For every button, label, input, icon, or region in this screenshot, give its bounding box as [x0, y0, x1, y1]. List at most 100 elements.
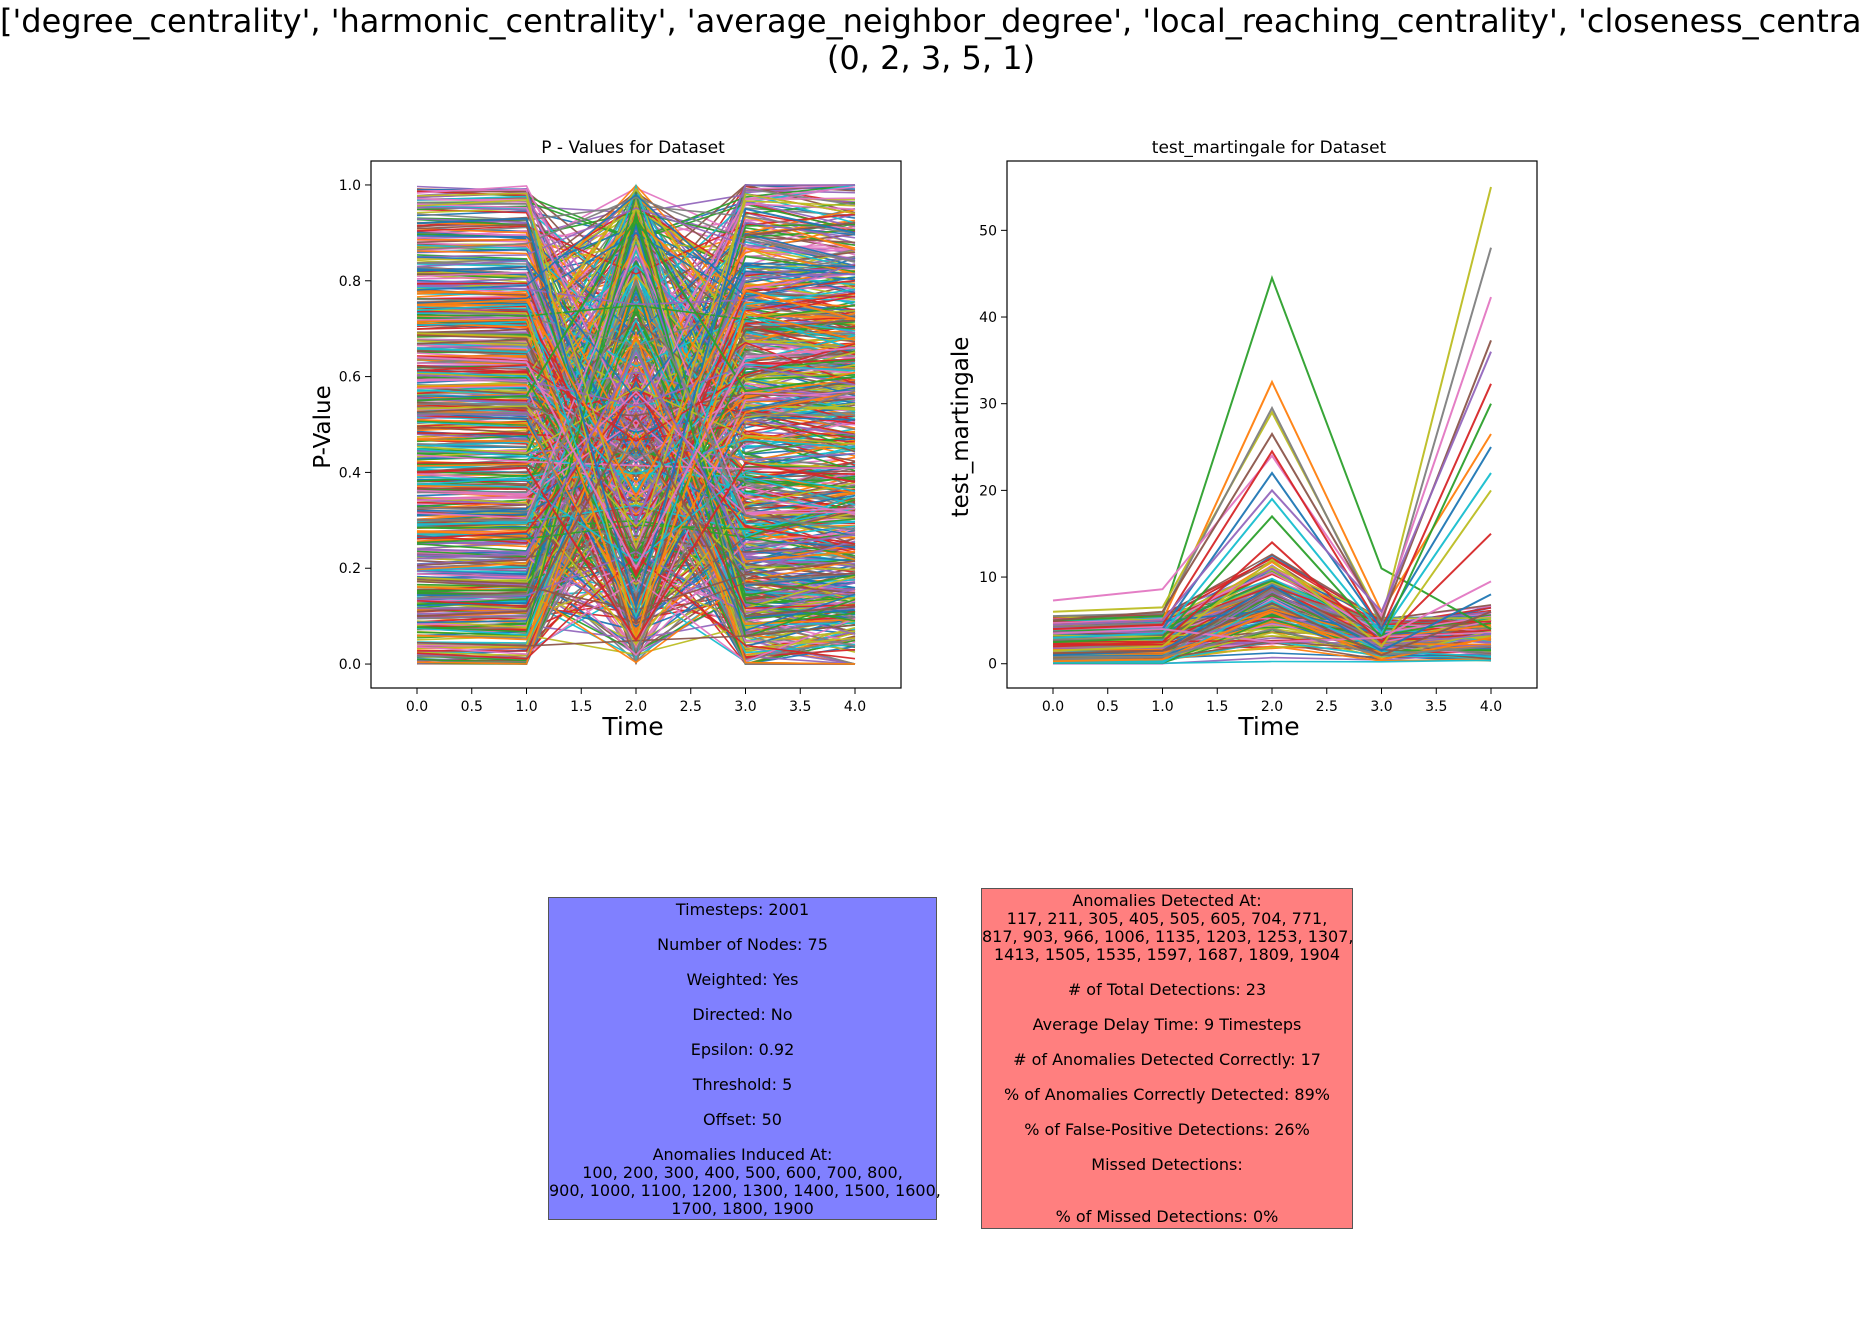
series-line — [416, 244, 856, 519]
x-tick-label: 0.5 — [461, 699, 483, 715]
series-line — [416, 207, 856, 261]
series-line — [416, 255, 856, 478]
x-tick-label: 0.0 — [1042, 699, 1064, 715]
y-tick-label: 0 — [988, 657, 997, 673]
series-line — [416, 259, 856, 525]
x-tick-label: 1.0 — [515, 699, 537, 715]
x-tick-label: 0.0 — [406, 699, 428, 715]
series-line — [416, 412, 856, 618]
y-tick-label: 0.0 — [339, 657, 361, 673]
series-line — [416, 371, 856, 484]
plots-canvas: 0.0 0.5 1.0 1.5 2.0 2.5 3.0 3.5 4.0 0.0 0.2 0.4 0.6 0… — [310, 138, 1538, 741]
x-tick-label: 2.5 — [1316, 699, 1338, 715]
series-line — [416, 560, 856, 664]
series-line — [416, 264, 856, 464]
timesteps-text: Timesteps: 2001 — [675, 900, 810, 919]
detected-values-1: 117, 211, 305, 405, 505, 605, 704, 771, — [1006, 909, 1328, 928]
total-detections-text: # of Total Detections: 23 — [1067, 980, 1267, 999]
series-line — [1052, 580, 1492, 644]
figure-title: ['degree_centrality', 'harmonic_centrali… — [0, 2, 1862, 40]
y-tick-label: 0.6 — [339, 370, 361, 386]
detected-label: Anomalies Detected At: — [1072, 891, 1262, 910]
martingale-axes: 0.0 0.5 1.0 1.5 2.0 2.5 3.0 3.5 4.0 0 10 20 30 40 50 — [979, 160, 1538, 715]
y-tick-label: 50 — [979, 223, 997, 239]
p-values-plot: 0.0 0.5 1.0 1.5 2.0 2.5 3.0 3.5 4.0 0.0 0.2 0.4 0.6 0… — [310, 138, 902, 741]
series-line — [416, 256, 856, 402]
series-line — [416, 409, 856, 555]
series-line — [416, 254, 856, 565]
series-line — [416, 208, 856, 382]
series-line — [416, 193, 856, 298]
x-tick-label: 3.0 — [1370, 699, 1392, 715]
series-line — [416, 578, 856, 624]
missed-pct-text: % of Missed Detections: 0% — [1055, 1207, 1279, 1226]
series-line — [417, 278, 856, 531]
series-line — [1052, 274, 1492, 630]
series-line — [416, 535, 856, 559]
correct-pct-text: % of Anomalies Correctly Detected: 89% — [1003, 1085, 1330, 1104]
series-line — [416, 255, 856, 405]
series-line — [416, 303, 856, 636]
x-tick-label: 3.5 — [789, 699, 811, 715]
series-line — [1052, 567, 1492, 644]
series-line — [1052, 472, 1492, 639]
series-line — [416, 390, 856, 514]
series-line — [416, 197, 856, 400]
y-tick-label: 10 — [979, 570, 997, 586]
induced-label: Anomalies Induced At: — [652, 1145, 833, 1164]
dataset-info-box: Timesteps: 2001 Number of Nodes: 75 Weig… — [548, 897, 941, 1220]
series-line — [1052, 403, 1492, 644]
series-line — [416, 438, 856, 475]
series-line — [416, 358, 856, 530]
p-values-series-group — [416, 183, 856, 666]
series-line — [416, 445, 856, 580]
induced-values-1: 100, 200, 300, 400, 500, 600, 700, 800, — [582, 1163, 903, 1182]
series-line — [1052, 296, 1492, 619]
series-line — [416, 555, 856, 660]
series-line — [416, 377, 856, 610]
series-line — [416, 481, 856, 646]
p-values-axes: 0.0 0.5 1.0 1.5 2.0 2.5 3.0 3.5 4.0 0.0 0.2 0.4 0.6 0… — [339, 160, 902, 715]
series-line — [416, 363, 856, 493]
series-line — [1052, 602, 1492, 657]
threshold-text: Threshold: 5 — [692, 1075, 793, 1094]
series-line — [416, 364, 856, 407]
series-line — [416, 187, 856, 350]
x-tick-label: 2.0 — [625, 699, 647, 715]
series-line — [416, 198, 856, 550]
series-line — [416, 437, 856, 647]
y-tick-label: 0.2 — [339, 561, 361, 577]
delay-text: Average Delay Time: 9 Timesteps — [1032, 1015, 1302, 1034]
series-line — [416, 409, 856, 577]
series-line — [416, 187, 856, 664]
detected-values-2: 817, 903, 966, 1006, 1135, 1203, 1253, 1… — [982, 927, 1354, 946]
x-tick-label: 1.0 — [1151, 699, 1173, 715]
y-tick-label: 40 — [979, 310, 997, 326]
detected-values-3: 1413, 1505, 1535, 1597, 1687, 1809, 1904 — [993, 945, 1341, 964]
series-line — [1052, 628, 1492, 661]
offset-text: Offset: 50 — [703, 1110, 782, 1129]
series-line — [1052, 383, 1492, 632]
series-line — [416, 222, 856, 657]
p-values-title: P - Values for Dataset — [541, 138, 725, 158]
directed-text: Directed: No — [692, 1005, 793, 1024]
series-line — [416, 255, 856, 598]
series-line — [416, 345, 856, 599]
series-line — [416, 465, 856, 583]
series-line — [416, 216, 856, 402]
induced-values-3: 1700, 1800, 1900 — [671, 1199, 814, 1218]
series-line — [1052, 351, 1492, 626]
x-tick-label: 2.0 — [1261, 699, 1283, 715]
series-line — [416, 196, 856, 263]
series-line — [1052, 571, 1492, 634]
correct-count-text: # of Anomalies Detected Correctly: 17 — [1013, 1050, 1321, 1069]
series-line — [416, 500, 856, 610]
series-line — [416, 386, 856, 455]
series-line — [416, 319, 856, 553]
series-line — [416, 431, 856, 641]
epsilon-text: Epsilon: 0.92 — [690, 1040, 795, 1059]
y-tick-label: 0.8 — [339, 274, 361, 290]
series-line — [416, 264, 856, 363]
martingale-title: test_martingale for Dataset — [1152, 138, 1387, 158]
series-line — [416, 318, 856, 538]
